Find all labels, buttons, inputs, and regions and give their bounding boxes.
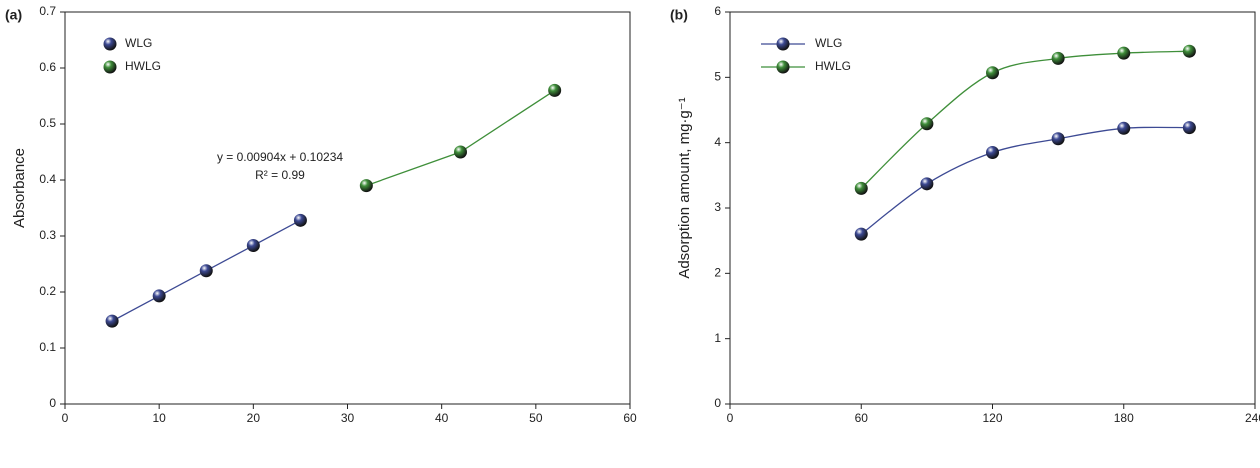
x-tick-label: 50 [529,411,543,425]
data-point [454,145,467,159]
y-tick-label: 0.5 [39,116,56,130]
data-point [1117,121,1131,135]
y-tick-label: 5 [714,70,721,84]
y-tick-label: 0.3 [39,228,56,242]
data-point [920,177,934,191]
y-tick-label: 4 [714,135,721,149]
legend-label: HWLG [815,59,851,73]
data-point [548,83,562,97]
y-tick-label: 0.1 [39,340,56,354]
x-tick-label: 30 [341,411,355,425]
data-point [1182,44,1196,58]
x-tick-label: 120 [982,411,1002,425]
legend-marker [776,37,790,51]
y-tick-label: 0.7 [39,4,56,18]
panel-label: (b) [670,7,688,23]
x-tick-label: 60 [855,411,869,425]
legend-label: HWLG [125,59,161,73]
data-point [199,264,213,278]
data-point [1051,51,1065,65]
x-tick-label: 40 [435,411,449,425]
y-tick-label: 0.4 [39,172,56,186]
legend-marker [103,60,117,74]
data-point [1182,121,1196,135]
data-point [986,145,999,159]
data-point [293,213,307,227]
y-tick-label: 0.2 [39,284,56,298]
y-axis-title: Adsorption amount, mg·g⁻¹ [676,97,693,278]
x-tick-label: 240 [1245,411,1260,425]
panel-label: (a) [5,7,22,23]
data-point [920,117,934,131]
data-point [1051,132,1065,146]
series-line [860,126,1190,235]
annotation: R² = 0.99 [255,168,305,182]
data-point [854,181,868,195]
y-tick-label: 0 [714,396,721,410]
x-tick-label: 180 [1114,411,1134,425]
x-tick-label: 0 [62,411,69,425]
x-tick-label: 60 [623,411,637,425]
data-point [986,66,999,80]
series-line [860,50,1190,189]
data-point [854,227,868,241]
y-tick-label: 0 [49,396,56,410]
annotation: y = 0.00904x + 0.10234 [217,150,343,164]
y-tick-label: 3 [714,200,721,214]
y-tick-label: 6 [714,4,721,18]
data-point [246,239,260,253]
data-point [1117,46,1131,60]
y-axis-title: Absorbance [11,148,28,228]
series-line [366,89,556,187]
data-point [105,314,119,328]
legend-marker [776,60,790,74]
legend-marker [103,37,117,51]
y-tick-label: 1 [714,331,721,345]
y-tick-label: 0.6 [39,60,56,74]
x-tick-label: 10 [152,411,166,425]
y-tick-label: 2 [714,266,721,280]
legend-label: WLG [125,36,152,50]
x-tick-label: 20 [247,411,261,425]
data-point [152,289,166,303]
x-tick-label: 0 [727,411,734,425]
data-point [359,179,373,193]
legend-label: WLG [815,36,842,50]
